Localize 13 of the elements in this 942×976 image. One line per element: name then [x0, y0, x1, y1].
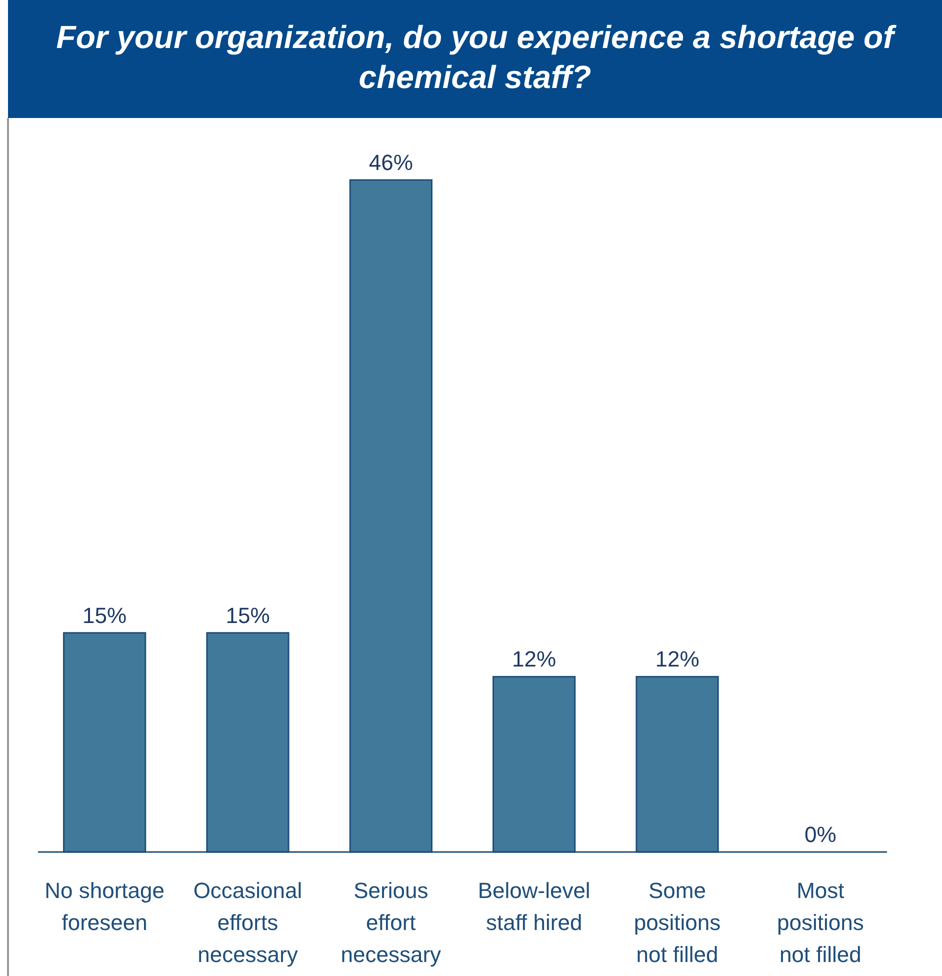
- data-label: 15%: [226, 602, 270, 628]
- x-tick-label: Serious effort necessary: [340, 878, 442, 967]
- x-tick-label: Occasional efforts necessary: [193, 878, 302, 967]
- data-label: 0%: [804, 822, 836, 847]
- data-label: 12%: [655, 646, 700, 672]
- x-tick-label: Below-level staff hired: [478, 878, 590, 935]
- x-tick-label: No shortage foreseen: [44, 878, 165, 935]
- data-label: 15%: [82, 602, 127, 628]
- x-tick-label: Most positions not filled: [777, 878, 864, 967]
- x-tick-label: Some positions not filled: [634, 878, 721, 967]
- data-label: 12%: [512, 646, 556, 672]
- data-label: 46%: [368, 150, 413, 175]
- chart-title: For your organization, do you experience a shortage of chemical staff?: [56, 19, 898, 95]
